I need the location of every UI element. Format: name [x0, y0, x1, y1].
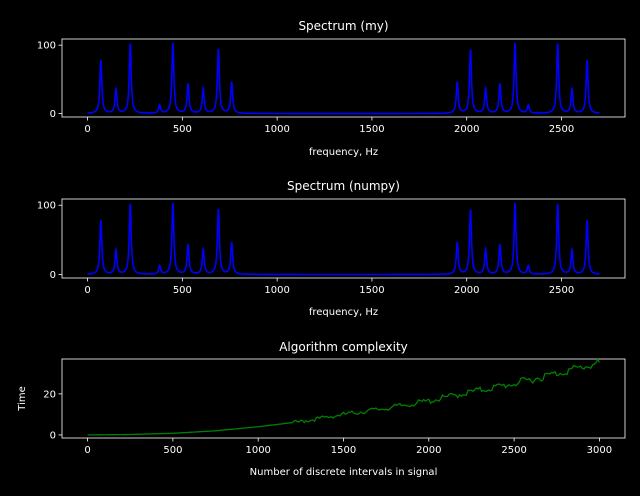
complexity-ticks: 0 500 1000 1500 2000 2500 3000 0 20	[43, 389, 612, 456]
spectrum-numpy-title: Spectrum (numpy)	[287, 179, 400, 193]
spectrum-my-xtick-label: 1000	[264, 124, 289, 135]
spectrum-numpy-xtick-label: 0	[84, 285, 90, 296]
spectrum-numpy-axes: Spectrum (numpy) frequency, Hz 0 500 1000 1…	[37, 179, 626, 318]
complexity-ylabel: Time	[17, 386, 28, 411]
complexity-xtick-label: 2500	[501, 445, 526, 456]
spectrum-numpy-frame	[61, 198, 626, 279]
complexity-line	[87, 358, 600, 436]
spectrum-numpy-ticks: 0 500 1000 1500 2000 2500 0 100	[37, 201, 574, 296]
spectrum-my-xtick-label: 1500	[359, 124, 384, 135]
spectrum-numpy-xtick-label: 2500	[549, 285, 574, 296]
spectrum-my-xlabel: frequency, Hz	[309, 147, 378, 158]
complexity-title: Algorithm complexity	[279, 340, 408, 354]
spectrum-my-ticks: 0 500 1000 1500 2000 2500 0 100	[37, 41, 574, 135]
spectrum-my-xtick-label: 2000	[454, 124, 479, 135]
complexity-xtick-label: 500	[163, 445, 182, 456]
spectrum-numpy-line	[87, 202, 600, 276]
spectrum-numpy-xtick-label: 2000	[454, 285, 479, 296]
spectrum-my-ytick-label: 100	[37, 41, 56, 52]
complexity-xlabel: Number of discrete intervals in signal	[250, 467, 438, 478]
complexity-frame	[61, 358, 626, 439]
complexity-ytick-label: 0	[50, 430, 56, 441]
complexity-ytick-label: 20	[43, 389, 56, 400]
complexity-xtick-label: 2000	[416, 445, 441, 456]
spectrum-my-ytick-label: 0	[50, 109, 56, 120]
spectrum-my-xtick-label: 2500	[549, 124, 574, 135]
spectrum-numpy-xtick-label: 1000	[264, 285, 289, 296]
spectrum-numpy-xtick-label: 1500	[359, 285, 384, 296]
spectrum-numpy-ytick-label: 100	[37, 201, 56, 212]
complexity-xtick-label: 0	[84, 445, 90, 456]
spectrum-numpy-xlabel: frequency, Hz	[309, 307, 378, 318]
complexity-xtick-label: 3000	[587, 445, 612, 456]
complexity-axes: Algorithm complexity Number of discrete …	[17, 340, 626, 478]
spectrum-my-xtick-label: 0	[84, 124, 90, 135]
spectrum-numpy-xtick-label: 500	[173, 285, 192, 296]
complexity-xtick-label: 1000	[245, 445, 270, 456]
spectrum-my-axes: Spectrum (my) frequency, Hz 0 500 1000 1500…	[37, 19, 626, 158]
complexity-xtick-label: 1500	[331, 445, 356, 456]
spectrum-my-title: Spectrum (my)	[298, 19, 388, 33]
spectrum-my-xtick-label: 500	[173, 124, 192, 135]
spectrum-numpy-ytick-label: 0	[50, 270, 56, 281]
spectrum-my-line	[87, 42, 600, 115]
spectrum-my-frame	[61, 38, 626, 118]
